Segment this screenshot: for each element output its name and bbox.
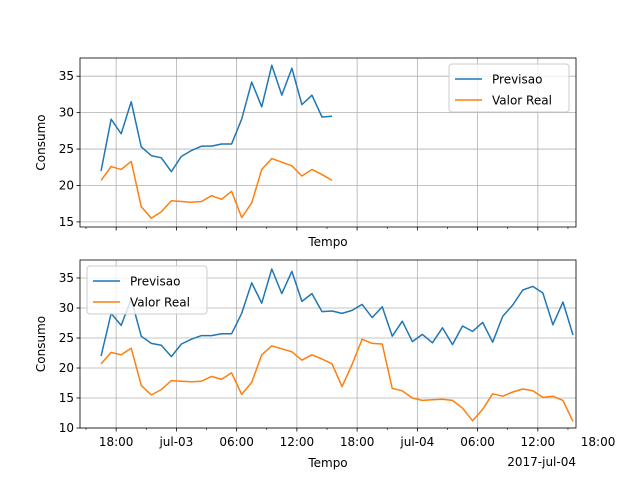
series-line-valor-real	[100, 157, 333, 220]
y-tick-label: 15	[59, 215, 74, 229]
legend-label: Previsao	[492, 73, 542, 87]
legend: Previsao Valor Real	[86, 265, 208, 315]
y-tick-label: 35	[59, 69, 74, 83]
series-line-valor-real	[100, 338, 574, 422]
series-line-previsao	[100, 64, 333, 173]
x-tick-label: 18:00	[581, 435, 616, 449]
x-axis-label: Tempo	[307, 456, 347, 470]
plot-frame	[79, 57, 577, 228]
series-line-previsao	[100, 268, 574, 358]
y-tick-label: 30	[59, 106, 74, 120]
x-tick-label: jul-03	[158, 435, 193, 449]
x-tick-label: 06:00	[219, 435, 254, 449]
legend: Previsao Valor Real	[448, 63, 570, 113]
x-axis-label: Tempo	[307, 235, 347, 249]
y-tick-label: 25	[59, 331, 74, 345]
y-tick-label: 35	[59, 271, 74, 285]
x-tick-label: 12:00	[280, 435, 315, 449]
plot-frame	[79, 259, 577, 429]
legend-label: Previsao	[130, 275, 180, 289]
x-tick-label: jul-04	[399, 435, 434, 449]
y-tick-label: 15	[59, 391, 74, 405]
x-tick-label: 12:00	[521, 435, 556, 449]
chart-panel-1: 15 20 25 30 35 Tempo Consumo Previsao Valor Real	[34, 57, 577, 249]
y-tick-label: 30	[59, 301, 74, 315]
legend-label: Valor Real	[492, 94, 552, 108]
y-tick-label: 20	[59, 178, 74, 192]
legend-label: Valor Real	[130, 296, 190, 310]
y-axis-label: Consumo	[34, 316, 48, 372]
chart-panel-2: 10 15 20 25 30 35 18:00 jul-03 06:00 12:00 18:00 ju…	[34, 259, 616, 470]
y-tick-label: 20	[59, 361, 74, 375]
x-tick-label: 06:00	[460, 435, 495, 449]
y-tick-label: 10	[59, 421, 74, 435]
x-tick-label: 18:00	[99, 435, 134, 449]
y-axis-label: Consumo	[34, 114, 48, 170]
x-offset-label: 2017-jul-04	[507, 455, 576, 469]
x-tick-label: 18:00	[340, 435, 375, 449]
y-tick-label: 25	[59, 142, 74, 156]
